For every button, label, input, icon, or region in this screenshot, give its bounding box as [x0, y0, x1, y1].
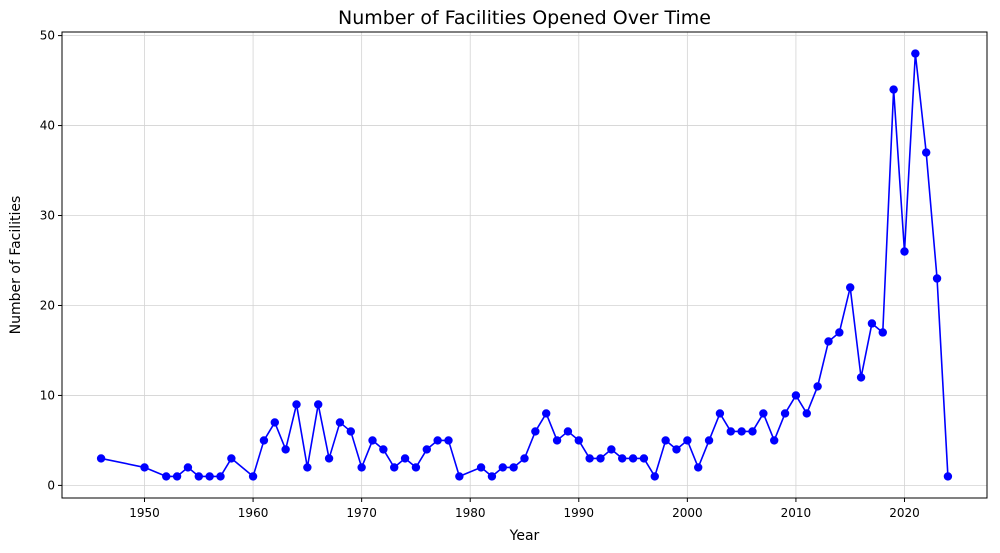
data-point: [770, 436, 779, 445]
data-point: [932, 274, 942, 283]
data-point: [867, 319, 877, 328]
grid-lines: [62, 32, 987, 498]
y-axis-label: Number of Facilities: [8, 196, 24, 335]
data-point: [802, 409, 811, 418]
x-tick-label: 2000: [672, 506, 703, 520]
data-point: [400, 454, 410, 463]
data-point: [390, 463, 399, 472]
data-point: [943, 472, 953, 481]
data-point: [780, 409, 790, 418]
data-point: [205, 472, 214, 481]
data-point: [726, 427, 735, 436]
data-point: [368, 436, 377, 445]
y-tick-label: 10: [40, 388, 55, 402]
data-point: [650, 472, 659, 481]
y-tick-label: 0: [47, 478, 55, 492]
data-point: [346, 427, 355, 436]
data-point: [813, 382, 822, 391]
data-series: [96, 49, 953, 481]
data-point: [922, 148, 931, 157]
x-tick-label: 1970: [346, 506, 377, 520]
data-point: [183, 463, 193, 472]
data-point: [672, 445, 681, 454]
data-point: [259, 436, 269, 445]
data-point: [411, 463, 421, 472]
data-point: [227, 454, 236, 463]
x-tick-label: 1980: [455, 506, 486, 520]
data-point: [96, 454, 106, 463]
data-point: [303, 463, 312, 472]
data-point: [444, 436, 453, 445]
data-point: [618, 454, 627, 463]
data-point: [835, 328, 844, 337]
y-tick-label: 40: [40, 119, 55, 133]
data-point: [455, 472, 464, 481]
y-tick-label: 50: [40, 29, 55, 43]
data-point: [889, 85, 898, 94]
x-tick-label: 2020: [889, 506, 920, 520]
data-point: [498, 463, 507, 472]
data-point: [476, 463, 486, 472]
data-point: [878, 328, 887, 337]
data-point: [661, 436, 670, 445]
data-point: [520, 454, 529, 463]
data-point: [324, 454, 334, 463]
data-point: [531, 427, 540, 436]
data-point: [248, 472, 258, 481]
data-point: [162, 472, 171, 481]
data-point: [140, 463, 149, 472]
data-point: [216, 472, 225, 481]
data-point: [715, 409, 725, 418]
data-point: [194, 472, 203, 481]
data-point: [563, 427, 573, 436]
data-point: [542, 409, 551, 418]
data-point: [704, 436, 714, 445]
data-point: [791, 391, 801, 400]
data-point: [639, 454, 649, 463]
data-point: [748, 427, 757, 436]
chart-title: Number of Facilities Opened Over Time: [338, 7, 711, 29]
series-line: [100, 52, 949, 478]
data-point: [856, 373, 866, 382]
data-point: [694, 463, 703, 472]
data-point: [433, 436, 442, 445]
x-tick-label: 2010: [781, 506, 812, 520]
data-point: [292, 400, 301, 409]
data-point: [314, 400, 323, 409]
data-point: [552, 436, 562, 445]
x-tick-label: 1960: [238, 506, 269, 520]
x-tick-label: 1990: [564, 506, 595, 520]
data-point: [335, 418, 345, 427]
data-point: [759, 409, 768, 418]
data-point: [422, 445, 431, 454]
data-point: [628, 454, 638, 463]
data-point: [737, 427, 746, 436]
data-point: [487, 472, 497, 481]
x-tick-label: 1950: [129, 506, 160, 520]
data-point: [357, 463, 366, 472]
x-axis-label: Year: [509, 528, 540, 544]
data-point: [607, 445, 616, 454]
data-point: [281, 445, 290, 454]
data-point: [270, 418, 279, 427]
data-point: [574, 436, 583, 445]
data-point: [900, 247, 909, 256]
y-tick-label: 20: [40, 298, 55, 312]
plot-frame: [61, 31, 988, 499]
data-point: [846, 283, 855, 292]
data-point: [585, 454, 594, 463]
data-point: [509, 463, 518, 472]
data-point: [596, 454, 605, 463]
data-point: [683, 436, 692, 445]
data-point: [911, 49, 920, 58]
y-tick-label: 30: [40, 209, 55, 223]
data-point: [172, 472, 182, 481]
data-point: [824, 337, 833, 346]
data-point: [379, 445, 388, 454]
axis-ticks: 1950 1960 1970 1980 1990 2000 2010 2020 0 10 20 30 4…: [40, 29, 920, 520]
